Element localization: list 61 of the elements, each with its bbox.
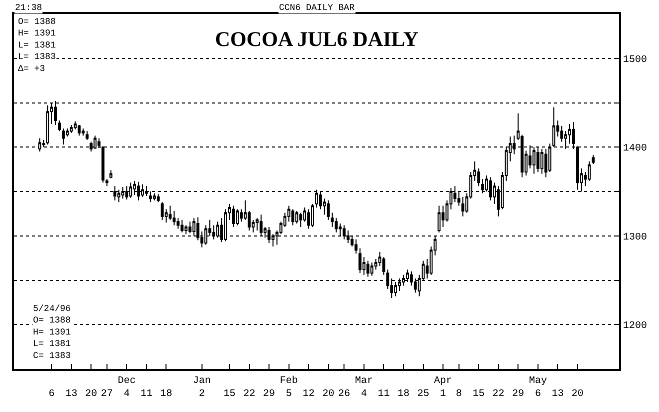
candlestick bbox=[109, 170, 112, 179]
text: COCOA JUL6 DAILY bbox=[215, 27, 418, 51]
text: 21:38 bbox=[15, 3, 42, 13]
candlestick bbox=[188, 221, 192, 234]
x-tick-label: 15 bbox=[472, 389, 485, 400]
x-tick-label: 25 bbox=[417, 389, 430, 400]
x-tick-label: 22 bbox=[243, 389, 256, 400]
candlestick bbox=[58, 120, 61, 132]
candlestick bbox=[62, 128, 65, 145]
x-tick-label: 12 bbox=[302, 389, 315, 400]
y-tick-label: 1300 bbox=[623, 232, 648, 244]
candlestick bbox=[311, 203, 314, 228]
candlestick bbox=[82, 128, 85, 136]
candlestick bbox=[370, 262, 374, 276]
x-tick-label: 29 bbox=[263, 389, 276, 400]
x-tick-label: 13 bbox=[552, 389, 564, 400]
x-tick-label: Apr 1 bbox=[434, 376, 452, 400]
candlestick bbox=[156, 194, 160, 203]
x-tick-label: Dec 4 bbox=[118, 376, 136, 400]
candlestick bbox=[592, 154, 595, 164]
y-tick-label: 1200 bbox=[623, 321, 648, 332]
candlestick bbox=[46, 104, 50, 145]
candlestick bbox=[105, 178, 108, 187]
x-tick-label: 18 bbox=[397, 389, 410, 400]
candlestick bbox=[461, 196, 464, 217]
candlestick bbox=[366, 260, 370, 278]
x-tick-label: 27 bbox=[100, 389, 113, 400]
candlestick bbox=[86, 130, 89, 141]
x-tick-label: 29 bbox=[512, 389, 524, 400]
candlestick bbox=[438, 205, 441, 233]
x-tick-label: 26 bbox=[338, 389, 350, 400]
candlestick bbox=[38, 138, 42, 152]
x-tick-label: 20 bbox=[322, 389, 334, 400]
annotation: 5/24/96 O= 1388 H= 1391 L= 1381 C= 1383 bbox=[33, 304, 71, 361]
x-tick-label: 22 bbox=[492, 389, 504, 400]
x-tick-label: 11 bbox=[378, 389, 390, 400]
candlestick bbox=[354, 238, 358, 254]
y-tick-label: 1500 bbox=[623, 54, 648, 66]
x-tick-label: 11 bbox=[140, 389, 152, 400]
candlestick bbox=[394, 282, 398, 297]
candlestick bbox=[232, 205, 235, 228]
candlestick bbox=[358, 248, 362, 274]
candlestick bbox=[70, 124, 73, 134]
y-tick-label: 1400 bbox=[623, 144, 648, 155]
candlestick bbox=[180, 219, 184, 233]
x-tick-label: Mar 4 bbox=[354, 376, 373, 400]
candlestick bbox=[236, 208, 239, 226]
x-tick-label: 15 bbox=[224, 389, 236, 400]
candlestick bbox=[326, 200, 330, 220]
annotation: O= 1388 H= 1391 L= 1381 L= 1383 Δ= +3 bbox=[18, 17, 56, 74]
x-tick-label: Jan 2 bbox=[192, 376, 211, 400]
x-tick-label: Feb 5 bbox=[280, 375, 298, 400]
candlestick bbox=[160, 202, 164, 220]
x-tick-label: 8 bbox=[456, 389, 462, 400]
x-tick-label: 20 bbox=[85, 389, 98, 400]
x-tick-label: 20 bbox=[571, 389, 584, 400]
x-tick-label: 13 bbox=[65, 389, 78, 400]
x-tick-label: 6 bbox=[48, 389, 55, 400]
x-tick-label: May 6 bbox=[528, 376, 547, 400]
x-tick-label: 18 bbox=[160, 389, 172, 400]
text: CCN6 DAILY BAR bbox=[279, 3, 356, 13]
